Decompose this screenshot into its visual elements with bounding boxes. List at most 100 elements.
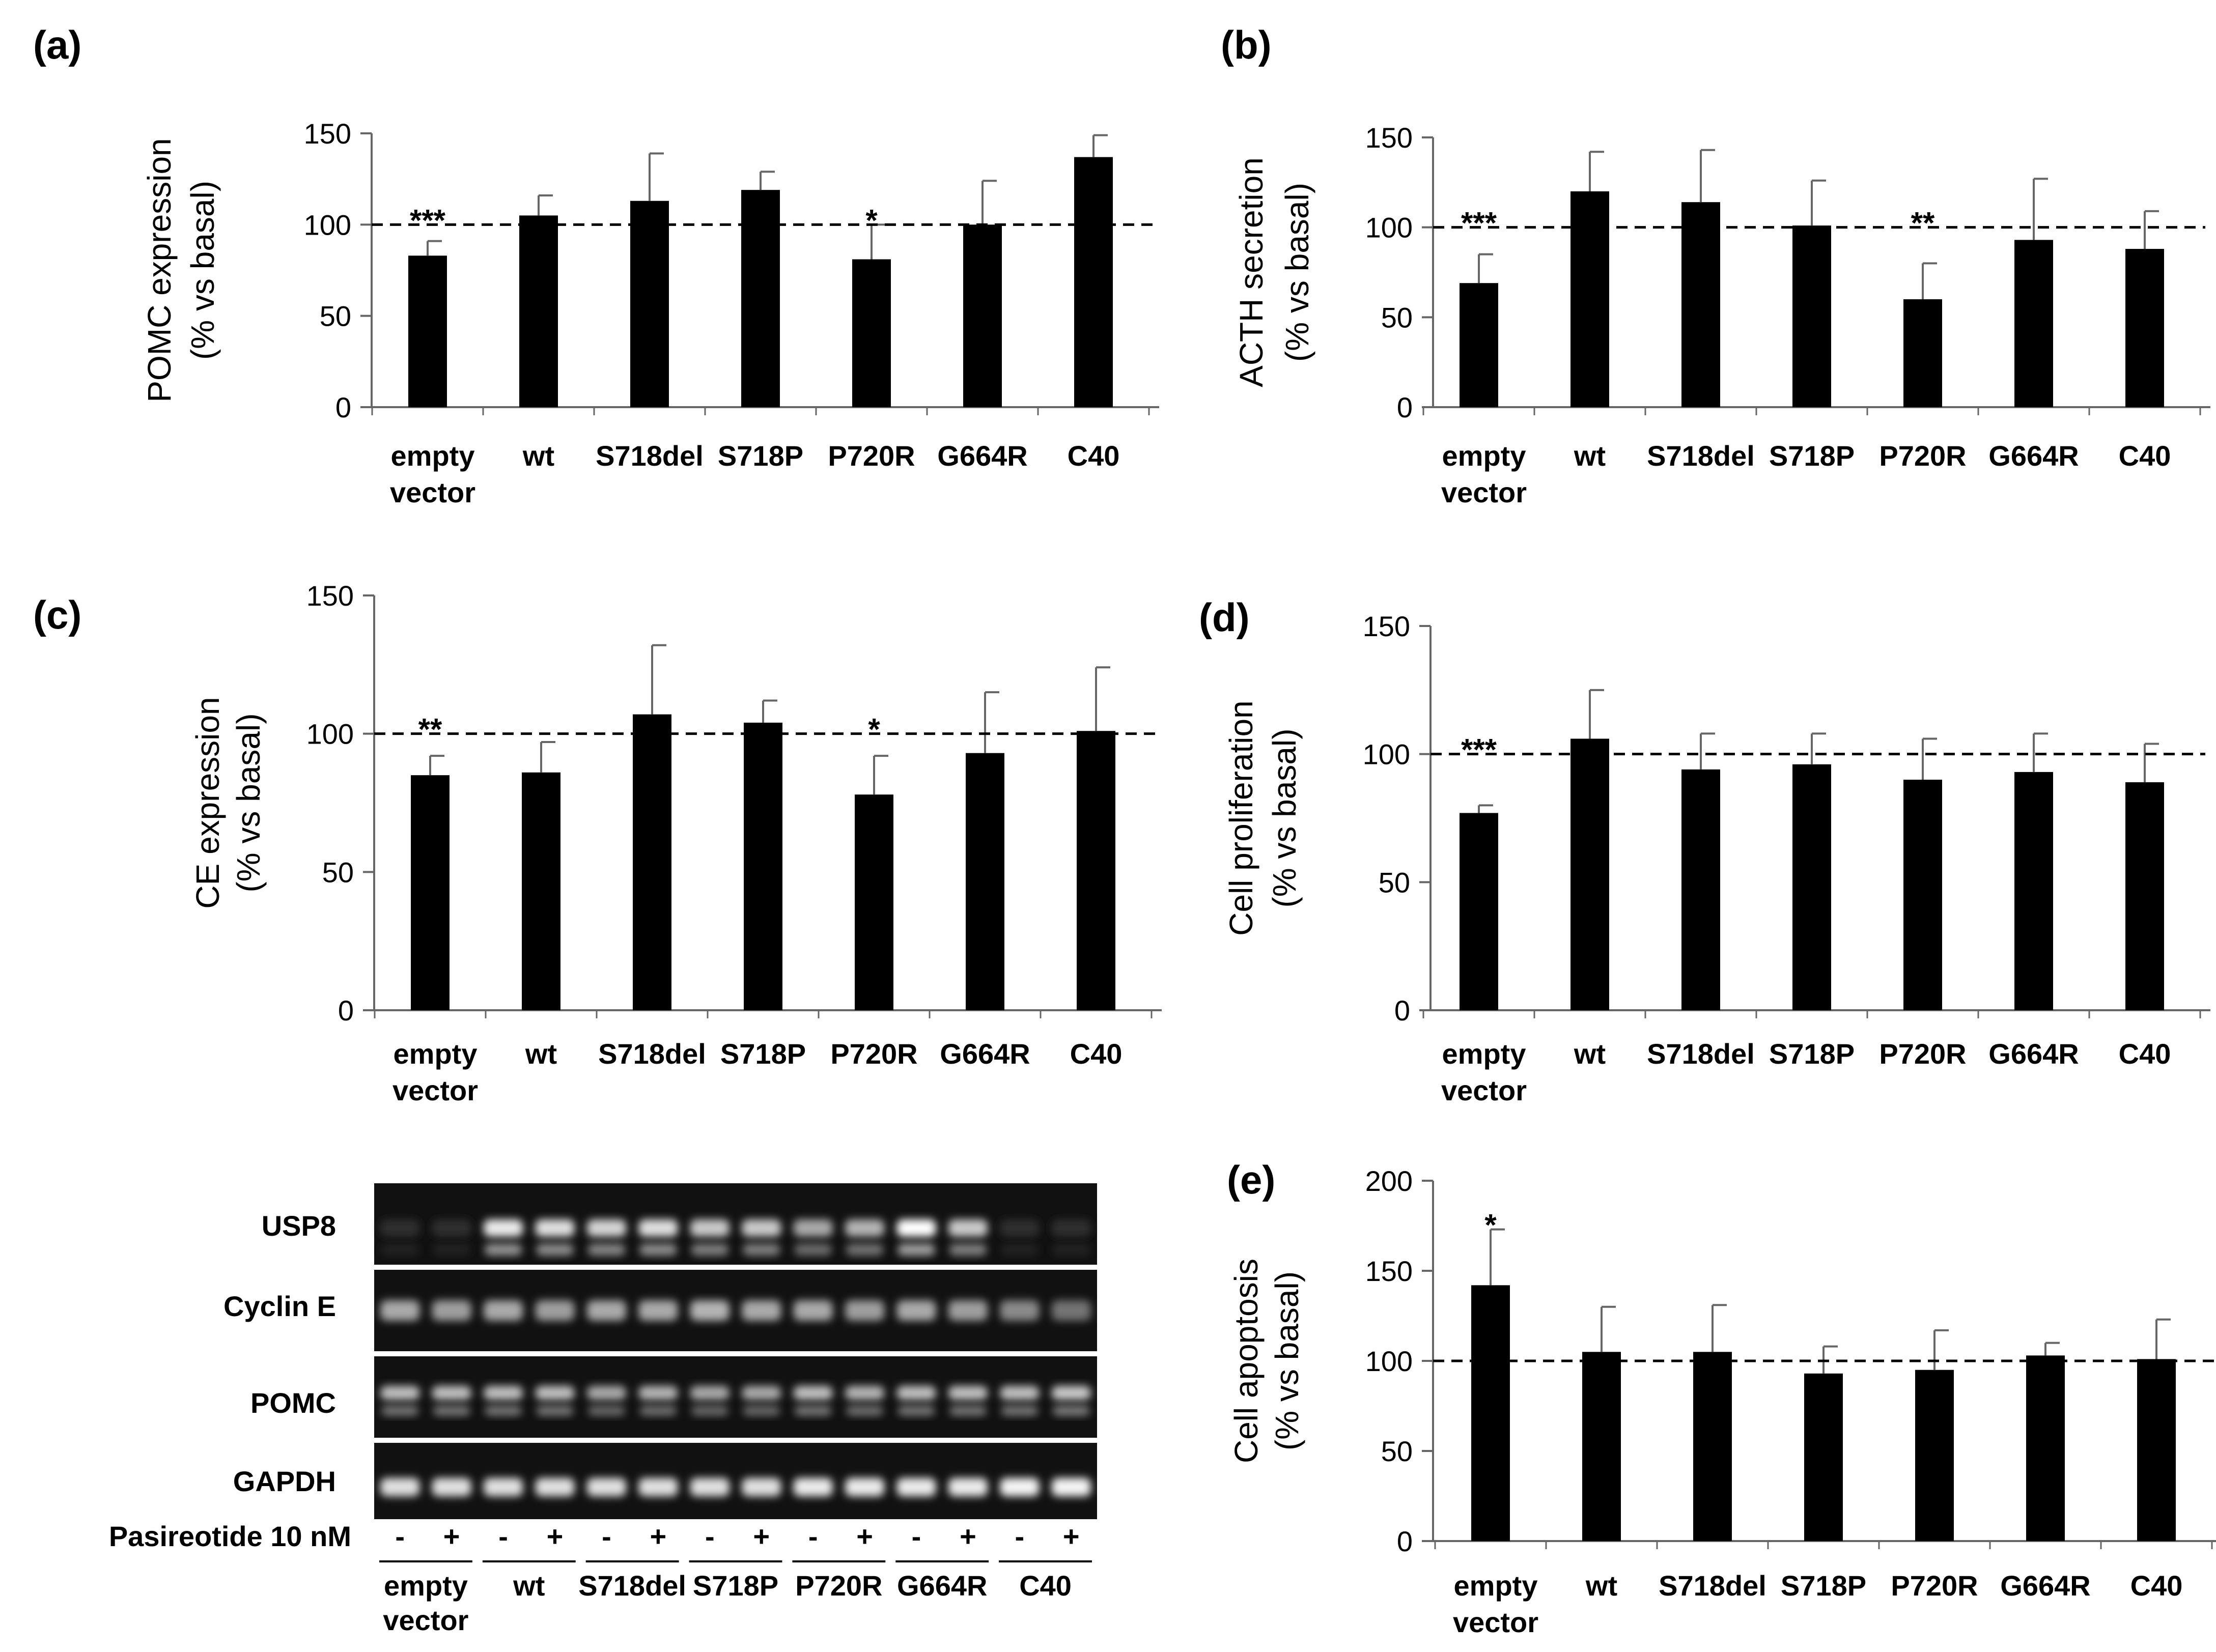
- blot-group-label: S718P: [693, 1570, 778, 1602]
- blot-band: [638, 1219, 678, 1237]
- blot-signs: - + - + - + - + - + - + - +: [395, 1520, 1079, 1552]
- blot-band: [845, 1478, 885, 1496]
- bar: [1681, 202, 1720, 407]
- blot-band-lower: [381, 1406, 419, 1416]
- y-tick-label: 50: [322, 856, 354, 888]
- bar: [1582, 1352, 1621, 1541]
- bar: [2026, 1355, 2065, 1541]
- bar: [2125, 249, 2164, 407]
- bar: [2137, 1359, 2176, 1541]
- y-axis-label-units: (% vs basal): [230, 713, 267, 892]
- panel-label-b: (b): [1221, 22, 1272, 67]
- treatment-sign: +: [1063, 1520, 1080, 1552]
- blot-band: [484, 1478, 523, 1496]
- chart-b: 0 50 100 150 ACTH secretion (% vs basal) *** em…: [1233, 122, 2210, 508]
- significance-marker: ***: [410, 203, 446, 237]
- y-axis-label: ACTH secretion: [1233, 157, 1270, 387]
- x-tick-label: G664R: [2000, 1570, 2090, 1602]
- significance-marker: *: [865, 203, 878, 237]
- blot-panels: [374, 1183, 1097, 1519]
- significance-marker: **: [418, 713, 442, 747]
- blot-band: [380, 1300, 420, 1321]
- y-axis-label-units: (% vs basal): [1266, 728, 1303, 907]
- treatment-sign: -: [808, 1520, 818, 1552]
- treatment-sign: -: [498, 1520, 508, 1552]
- blot-group-label: vector: [383, 1604, 468, 1636]
- blot-band: [586, 1300, 626, 1321]
- bar: [741, 190, 780, 407]
- blot-band: [948, 1300, 988, 1321]
- treatment-sign: -: [1015, 1520, 1025, 1552]
- blot-band-lower: [536, 1243, 574, 1256]
- blot-panel-pomc: [374, 1356, 1097, 1438]
- chart-e: 0 50 100 150 200 Cell apoptosis (% vs basal) * e…: [1228, 1165, 2216, 1638]
- bar: [852, 259, 891, 407]
- blot-band: [1000, 1386, 1040, 1400]
- bar: [1903, 780, 1942, 1010]
- blot-band: [535, 1386, 575, 1400]
- blot-band-lower: [433, 1406, 470, 1416]
- blot-band: [690, 1386, 730, 1400]
- treatment-sign: +: [650, 1520, 667, 1552]
- bar: [1681, 769, 1720, 1010]
- significance-marker: ***: [1461, 206, 1497, 240]
- blot-band: [1051, 1300, 1091, 1321]
- chart-d: 0 50 100 150 Cell proliferation (% vs basal) *…: [1223, 610, 2210, 1106]
- blot-band: [586, 1386, 626, 1400]
- blot-band: [380, 1386, 420, 1400]
- blot-band: [845, 1386, 885, 1400]
- blot-band: [948, 1478, 988, 1496]
- blot-band: [845, 1219, 885, 1237]
- blot-row-label-cyclin-e: Cyclin E: [223, 1290, 336, 1322]
- blot-band-lower: [846, 1406, 884, 1416]
- blot-band: [1051, 1478, 1091, 1496]
- x-tick-label: vector: [390, 476, 475, 508]
- blot-band-lower: [1052, 1406, 1090, 1416]
- blot-band: [586, 1478, 626, 1496]
- blot-band-lower: [897, 1406, 935, 1416]
- x-tick-label: vector: [1441, 476, 1527, 508]
- x-tick-label: C40: [1068, 440, 1120, 472]
- x-tick-label: S718P: [1769, 1038, 1855, 1070]
- blot-panel-gapdh: [374, 1443, 1097, 1519]
- blot-band-lower: [691, 1406, 728, 1416]
- x-tick-label: P720R: [1891, 1570, 1978, 1602]
- x-tick-label: S718del: [598, 1038, 706, 1070]
- blot-band: [484, 1386, 523, 1400]
- blot-group-label: empty: [384, 1570, 468, 1602]
- blot-band: [586, 1219, 626, 1237]
- significance-marker: **: [1911, 206, 1935, 240]
- blot-band-lower: [897, 1243, 935, 1256]
- y-tick-label: 50: [1381, 1435, 1413, 1467]
- blot-row-label-usp8: USP8: [262, 1210, 336, 1242]
- y-axis-label-units: (% vs basal): [1269, 1271, 1305, 1450]
- blot-band: [742, 1219, 781, 1237]
- treatment-sign: +: [753, 1520, 770, 1552]
- blot-band: [638, 1300, 678, 1321]
- x-tick-label: vector: [1441, 1074, 1527, 1106]
- x-tick-label: vector: [1453, 1606, 1538, 1638]
- blot-group-label: P720R: [795, 1570, 882, 1602]
- blot-band-lower: [691, 1243, 728, 1256]
- y-tick-label: 100: [1365, 1345, 1413, 1377]
- y-tick-label: 0: [1394, 994, 1410, 1027]
- blot-group-label: wt: [513, 1570, 545, 1602]
- blot-group-label: S718del: [578, 1570, 686, 1602]
- y-tick-label: 50: [320, 300, 351, 332]
- y-tick-label: 0: [338, 994, 354, 1027]
- x-tick-label: G664R: [940, 1038, 1030, 1070]
- bar: [1792, 225, 1831, 407]
- x-tick-label: empty: [394, 1038, 478, 1070]
- blot-band-lower: [536, 1406, 574, 1416]
- blot-band-lower: [743, 1406, 780, 1416]
- bar: [1570, 738, 1609, 1010]
- blot-band: [535, 1478, 575, 1496]
- significance-marker: *: [1484, 1208, 1497, 1242]
- blot-band-lower: [1001, 1406, 1039, 1416]
- panel-label-a: (a): [33, 22, 81, 67]
- blot-band: [793, 1219, 833, 1237]
- bar: [1693, 1352, 1732, 1541]
- y-tick-label: 150: [1365, 1255, 1413, 1287]
- chart-c: 0 50 100 150 CE expression (% vs basal) ** empt…: [189, 580, 1162, 1106]
